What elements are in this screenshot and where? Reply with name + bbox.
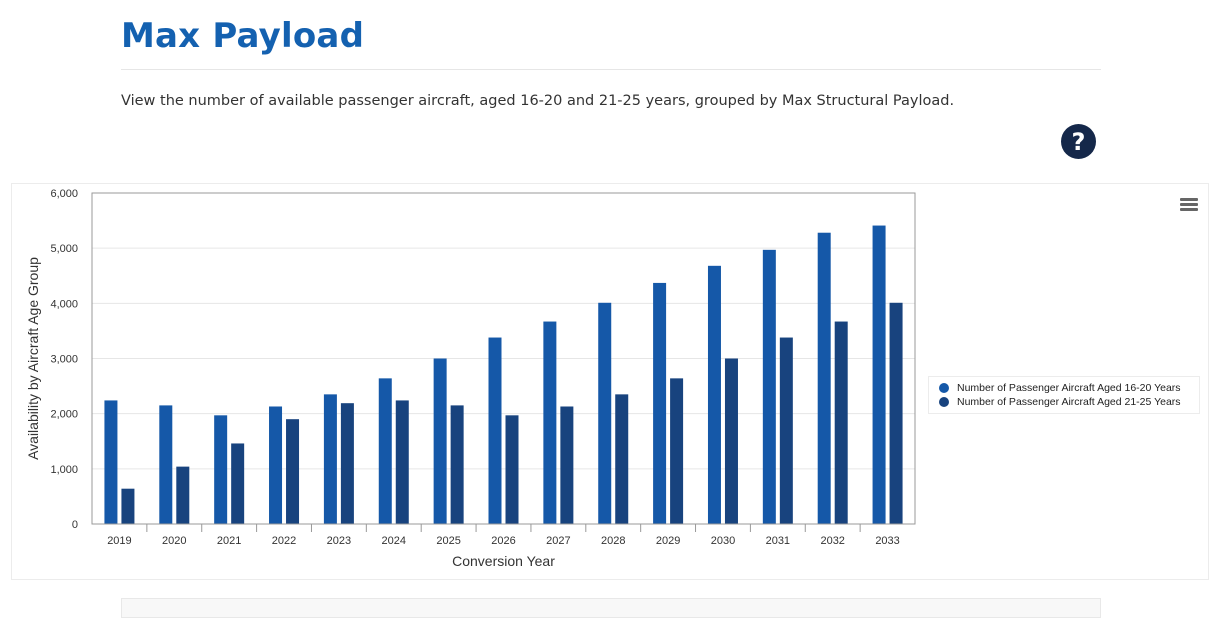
title-divider [121,69,1101,70]
bar [724,358,738,524]
bar [889,302,903,524]
bar [505,415,519,524]
bar [269,406,283,524]
y-tick-label: 6,000 [50,188,78,200]
legend-item-21-25[interactable]: Number of Passenger Aircraft Aged 21-25 … [939,395,1199,409]
bar [231,443,245,524]
y-tick-label: 4,000 [50,298,78,310]
y-tick-label: 1,000 [50,464,78,476]
help-button[interactable]: ? [1061,124,1096,159]
x-tick-label: 2022 [272,535,296,547]
bottom-panel [121,598,1101,618]
bar [286,419,300,524]
chart-bars [104,225,903,525]
bar [323,394,337,524]
legend-item-16-20[interactable]: Number of Passenger Aircraft Aged 16-20 … [939,381,1199,395]
bar [104,400,118,524]
bar [560,406,574,524]
y-tick-label: 3,000 [50,354,78,366]
chart-menu-button[interactable] [1178,196,1200,214]
x-tick-label: 2025 [436,535,460,547]
x-tick-label: 2019 [107,535,131,547]
bar [653,282,667,524]
hamburger-icon [1180,198,1198,201]
y-tick-label: 0 [72,519,78,531]
x-tick-label: 2028 [601,535,625,547]
bar [433,358,447,524]
bar [176,466,190,524]
x-tick-label: 2032 [820,535,844,547]
bar [872,225,886,524]
x-tick-label: 2020 [162,535,186,547]
y-tick-label: 5,000 [50,243,78,255]
question-mark-icon: ? [1071,127,1086,156]
bar [670,378,684,524]
legend-marker-icon [939,383,949,393]
bar [121,488,135,524]
chart-axes: 0 1,000 2,000 3,000 4,000 5,000 6,000 2019 2020 2… [50,188,916,547]
bar [543,321,557,524]
bar [834,321,848,524]
legend-label: Number of Passenger Aircraft Aged 16-20 … [957,382,1181,394]
plot-border [91,192,916,525]
x-tick-label: 2023 [327,535,351,547]
legend-label: Number of Passenger Aircraft Aged 21-25 … [957,396,1181,408]
chart-legend: Number of Passenger Aircraft Aged 16-20 … [928,376,1200,414]
x-axis-title: Conversion Year [452,553,555,569]
x-tick-label: 2029 [656,535,680,547]
x-tick-label: 2033 [875,535,899,547]
bar [707,265,721,524]
bar [817,232,831,524]
bar [214,415,228,524]
bar [395,400,409,524]
bar [340,403,354,524]
bar [378,378,392,524]
bar [450,405,464,524]
x-tick-label: 2030 [711,535,735,547]
y-tick-label: 2,000 [50,409,78,421]
bar [762,249,776,525]
x-tick-label: 2027 [546,535,570,547]
y-axis-title: Availability by Aircraft Age Group [25,257,41,460]
x-tick-label: 2026 [491,535,515,547]
bar [779,337,793,524]
page-description: View the number of available passenger a… [121,93,955,109]
legend-marker-icon [939,397,949,407]
bar [598,302,612,524]
bar [159,405,173,524]
x-tick-label: 2031 [766,535,790,547]
x-tick-label: 2021 [217,535,241,547]
x-tick-label: 2024 [382,535,406,547]
bar [615,394,629,524]
page-title: Max Payload [121,16,365,56]
bar [488,337,502,524]
